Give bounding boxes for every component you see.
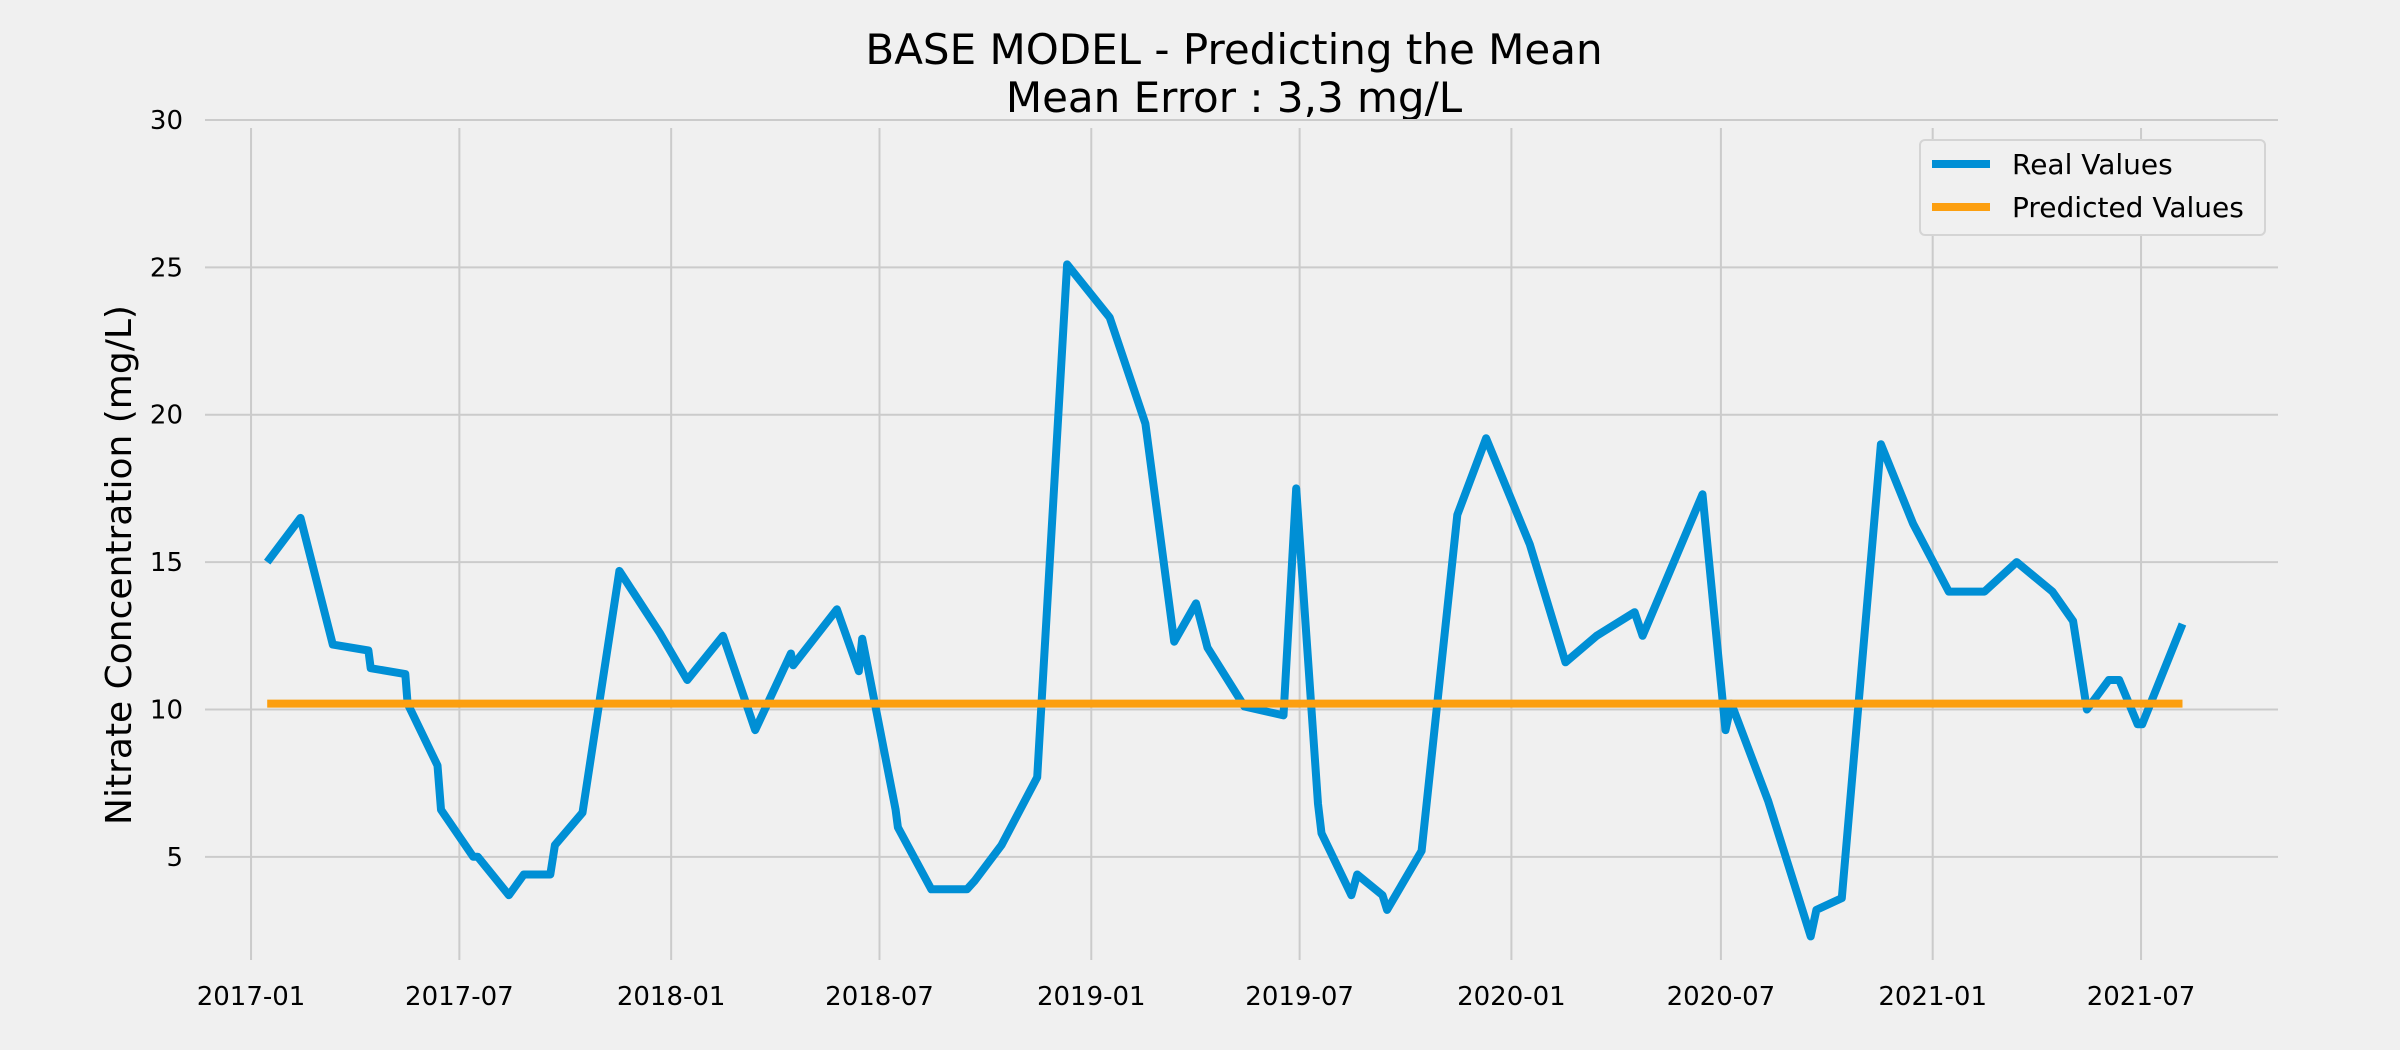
- x-tick-label: 2020-07: [1667, 982, 1776, 1012]
- y-tick-label: 25: [150, 253, 183, 283]
- x-tick-label: 2018-07: [825, 982, 934, 1012]
- tick-labels: 5 10 15 20 25 30 2017-01 2017-07 2018-01 2018-07 2…: [150, 106, 2195, 1012]
- x-tick-label: 2021-07: [2087, 982, 2196, 1012]
- x-tick-label: 2019-01: [1037, 982, 1146, 1012]
- legend-box: [1919, 139, 2266, 236]
- legend: Real Values Predicted Values: [1919, 139, 2266, 236]
- series-lines: [264, 260, 2187, 941]
- chart-title: BASE MODEL - Predicting the Mean: [865, 25, 1602, 74]
- y-tick-label: 30: [150, 106, 183, 136]
- legend-label: Real Values: [2012, 148, 2173, 181]
- grid-lines: [205, 119, 2278, 960]
- chart-subtitle: Mean Error : 3,3 mg/L: [1006, 73, 1463, 122]
- y-tick-label: 5: [166, 843, 183, 873]
- x-tick-label: 2019-07: [1245, 982, 1354, 1012]
- y-tick-label: 15: [150, 548, 183, 578]
- legend-label: Predicted Values: [2012, 191, 2244, 224]
- x-tick-label: 2018-01: [617, 982, 726, 1012]
- y-tick-label: 20: [150, 401, 183, 431]
- x-tick-label: 2017-01: [197, 982, 306, 1012]
- real-values-line: [264, 260, 2187, 941]
- x-tick-label: 2020-01: [1457, 982, 1566, 1012]
- y-tick-label: 10: [150, 695, 183, 725]
- x-tick-label: 2017-07: [405, 982, 514, 1012]
- y-axis-label: Nitrate Concentration (mg/L): [99, 305, 140, 825]
- x-tick-label: 2021-01: [1878, 982, 1987, 1012]
